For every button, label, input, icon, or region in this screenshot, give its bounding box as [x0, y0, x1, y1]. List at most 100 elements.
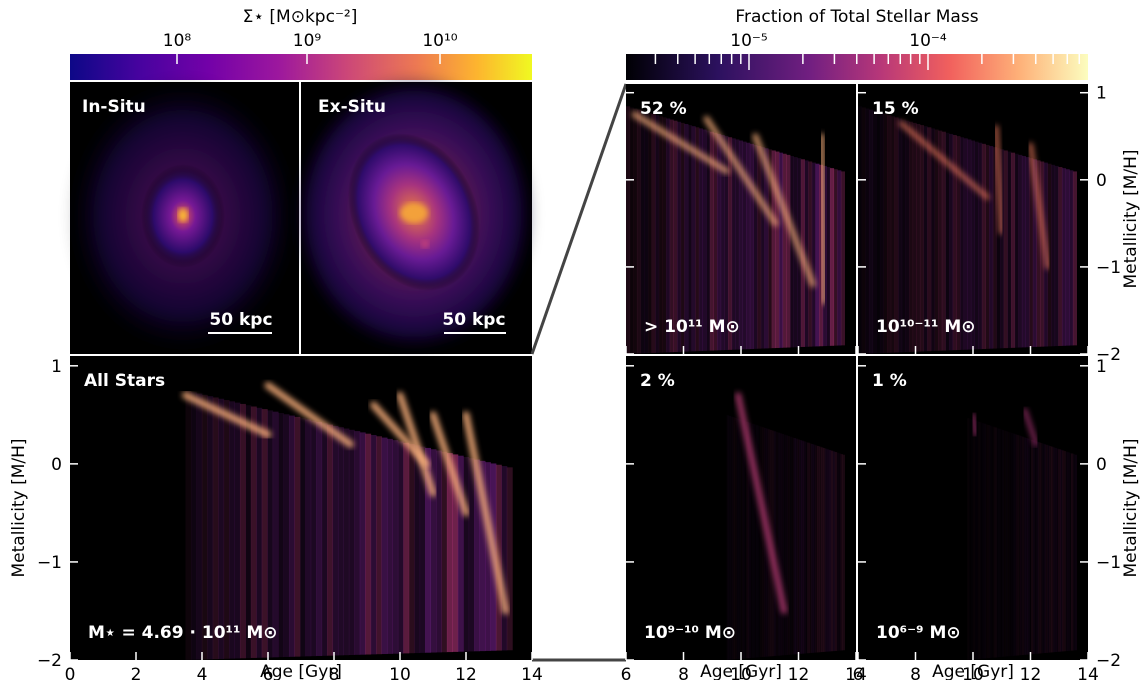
density-column [787, 435, 790, 655]
density-column [1010, 432, 1014, 656]
y-tick-label: 0 [1096, 171, 1107, 191]
density-column [738, 140, 744, 350]
density-column [278, 412, 285, 658]
ridge [752, 133, 816, 288]
density-column [501, 466, 508, 651]
left-colorbar: Σ⋆ [M⊙kpc⁻²] 10⁸ 10⁹ 10¹⁰ [70, 7, 532, 80]
x-tick-label: 12 [455, 665, 477, 680]
density-column [777, 432, 781, 656]
density-column [495, 464, 502, 651]
density-column [996, 148, 1001, 349]
density-column [890, 116, 895, 353]
density-column [956, 136, 961, 351]
panel-annotation: 10⁹⁻¹⁰ M⊙ [644, 623, 736, 643]
y-tick-label: 1 [1096, 84, 1107, 104]
density-column [789, 436, 792, 655]
density-column [916, 123, 921, 352]
ex-situ-label: Ex-Situ [318, 97, 386, 117]
density-column [761, 427, 765, 657]
density-column [807, 442, 810, 654]
density-column [757, 146, 762, 349]
density-column [713, 132, 718, 351]
density-column [930, 128, 935, 352]
ridge [182, 391, 272, 438]
density-column [386, 438, 393, 654]
ridge [898, 120, 990, 200]
density-column [376, 436, 383, 655]
density-column [773, 431, 777, 656]
ridge [631, 111, 730, 175]
density-column [923, 126, 928, 352]
density-column [1010, 152, 1016, 348]
density-column [738, 419, 741, 659]
density-column [1018, 435, 1021, 656]
density-column [267, 410, 274, 658]
left-colorbar-label: Σ⋆ [M⊙kpc⁻²] [243, 7, 358, 27]
density-column [750, 423, 753, 658]
density-column [1038, 442, 1041, 654]
density-column [1056, 448, 1059, 652]
y-axis-label: Metallicity [M/H] [1121, 438, 1141, 577]
ridge [264, 381, 354, 448]
y-axis-label: Metallicity [M/H] [1121, 149, 1141, 288]
y-tick-label: 1 [1096, 357, 1107, 377]
density-column [818, 446, 822, 653]
right-colorbar: Fraction of Total Stellar Mass 10⁻⁵ 10⁻⁴ [626, 7, 1088, 80]
panel-label: 2 % [640, 371, 675, 391]
density-column [463, 456, 470, 652]
density-column [901, 119, 906, 353]
density-column [1058, 449, 1061, 652]
y-tick-label: 0 [51, 455, 62, 475]
density-column [316, 422, 323, 656]
density-column [985, 144, 990, 349]
density-column [294, 416, 301, 657]
density-column [1040, 442, 1043, 654]
x-tick-label: 10 [389, 665, 411, 680]
density-column [967, 139, 972, 350]
density-column [1047, 445, 1050, 653]
y-tick-label: 1 [51, 357, 62, 377]
density-column [337, 427, 344, 656]
density-column [1063, 451, 1067, 652]
density-column [838, 453, 842, 651]
density-column [908, 121, 914, 352]
y-tick-label: 0 [1096, 455, 1107, 475]
x-tick-label: 2 [131, 665, 142, 680]
density-column [452, 454, 459, 652]
density-column [959, 137, 965, 350]
ridge [1028, 142, 1051, 270]
heatmap-panel: 15 % 10¹⁰⁻¹¹ M⊙ −2 −1 0 1 Metallicity [M/H] [857, 84, 1141, 365]
x-tick-label: 8 [910, 665, 921, 680]
panel-label: 1 % [872, 371, 907, 391]
density-column [840, 171, 845, 346]
density-column [786, 154, 791, 348]
density-column [912, 122, 917, 352]
density-column [1012, 433, 1016, 656]
density-column [872, 110, 877, 354]
x-tick-label: 6 [263, 665, 274, 680]
density-column [1000, 149, 1005, 349]
density-column [1027, 438, 1030, 655]
density-column [785, 435, 789, 656]
density-column [1072, 171, 1077, 346]
density-column [706, 130, 711, 351]
ridge [993, 125, 1005, 235]
density-column [673, 120, 678, 353]
density-column [403, 442, 410, 654]
density-column [783, 434, 787, 656]
density-column [669, 119, 674, 353]
density-column [833, 169, 838, 346]
density-column [789, 155, 795, 348]
density-column [644, 111, 649, 354]
density-column [1040, 161, 1045, 347]
density-column [811, 443, 814, 653]
density-column [343, 428, 350, 656]
heatmap-panel: 2 % 10⁹⁻¹⁰ M⊙ 6 8 10 12 14 Age [Gyr] [621, 356, 867, 680]
density-column [952, 135, 957, 351]
panel-annotation: 10⁶⁻⁹ M⊙ [876, 623, 961, 643]
density-column [717, 133, 722, 351]
density-column [824, 448, 828, 652]
density-column [756, 425, 759, 658]
density-column [989, 146, 994, 349]
density-column [994, 427, 997, 658]
